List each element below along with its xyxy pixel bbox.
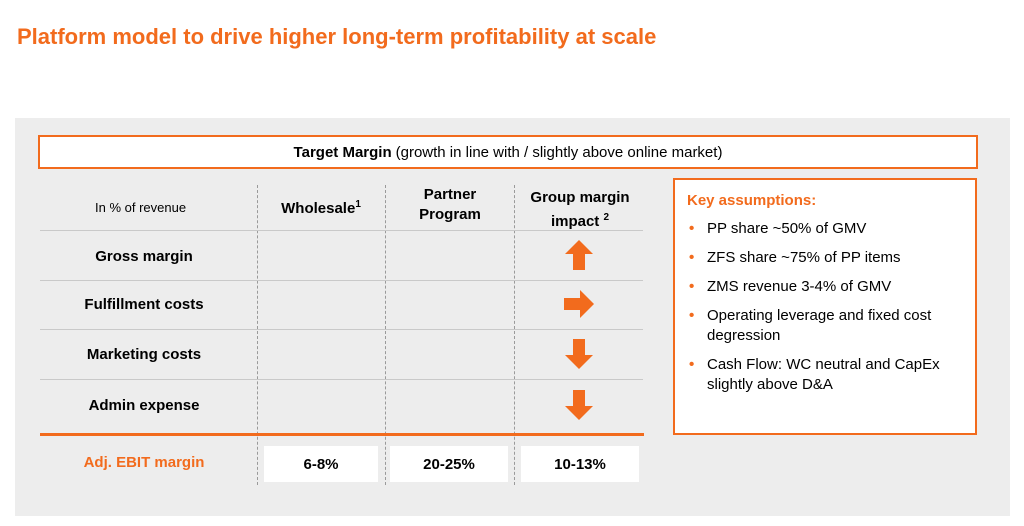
list-item: • Cash Flow: WC neutral and CapEx slightl…: [687, 355, 965, 395]
key-assumptions-box: Key assumptions: • PP share ~50% of GMV •…: [673, 178, 977, 435]
assumption-text: ZFS share ~75% of PP items: [707, 249, 901, 266]
assumption-text: ZMS revenue 3-4% of GMV: [707, 278, 892, 295]
arrow-down-icon: [565, 390, 593, 420]
column-header-group-line1: Group margin: [530, 189, 630, 206]
arrow-right-icon: [564, 290, 594, 318]
column-header-partner-line2: Program: [419, 206, 481, 223]
column-divider: [257, 185, 258, 485]
target-margin-banner: Target Margin (growth in line with / sli…: [38, 135, 978, 169]
bullet-icon: •: [689, 356, 695, 373]
column-header-wholesale: Wholesale1: [262, 195, 380, 219]
bullet-icon: •: [689, 220, 695, 237]
list-item: • PP share ~50% of GMV: [687, 219, 965, 239]
row-divider: [40, 280, 643, 281]
ebit-separator-line: [40, 433, 644, 436]
assumption-text: PP share ~50% of GMV: [707, 220, 867, 237]
page-title: Platform model to drive higher long-term…: [17, 24, 657, 49]
bullet-icon: •: [689, 307, 695, 324]
row-divider: [40, 329, 643, 330]
row-header-label: In % of revenue: [95, 200, 187, 215]
column-header-group-line2: impact 2: [515, 208, 645, 232]
bullet-icon: •: [689, 278, 695, 295]
row-label-marketing-costs: Marketing costs: [86, 346, 202, 363]
ebit-value-wholesale: 6-8%: [264, 446, 378, 482]
column-divider: [385, 185, 386, 485]
footnote-marker: 2: [603, 212, 610, 223]
row-divider: [40, 230, 643, 231]
key-assumptions-title: Key assumptions:: [687, 192, 817, 209]
column-header-wholesale-text: Wholesale: [281, 200, 356, 217]
target-margin-label: Target Margin: [293, 143, 392, 161]
bullet-icon: •: [689, 249, 695, 266]
column-divider: [514, 185, 515, 485]
row-divider: [40, 379, 643, 380]
key-assumptions-list: • PP share ~50% of GMV • ZFS share ~75% of…: [687, 219, 965, 395]
column-header-partner-line1: Partner: [423, 186, 477, 203]
target-margin-note: (growth in line with / slightly above on…: [395, 143, 723, 161]
footnote-marker: 1: [355, 199, 361, 210]
ebit-margin-label: Adj. EBIT margin: [83, 454, 205, 471]
column-header-group-line2-text: impact: [550, 213, 600, 230]
assumption-text: Operating leverage and fixed cost degres…: [707, 307, 932, 344]
column-header-group-margin-impact: Group margin impact 2: [515, 188, 645, 232]
ebit-value-partner-program: 20-25%: [390, 446, 508, 482]
ebit-value-group: 10-13%: [521, 446, 639, 482]
row-label-fulfillment-costs: Fulfillment costs: [84, 296, 204, 313]
list-item: • ZFS share ~75% of PP items: [687, 248, 965, 268]
assumption-text: Cash Flow: WC neutral and CapEx slightly…: [707, 356, 940, 393]
list-item: • ZMS revenue 3-4% of GMV: [687, 277, 965, 297]
list-item: • Operating leverage and fixed cost degre…: [687, 306, 965, 346]
row-label-admin-expense: Admin expense: [88, 397, 200, 414]
arrow-up-icon: [565, 240, 593, 270]
column-header-partner-program: Partner Program: [388, 185, 512, 225]
arrow-down-icon: [565, 339, 593, 369]
row-label-gross-margin: Gross margin: [95, 248, 193, 265]
